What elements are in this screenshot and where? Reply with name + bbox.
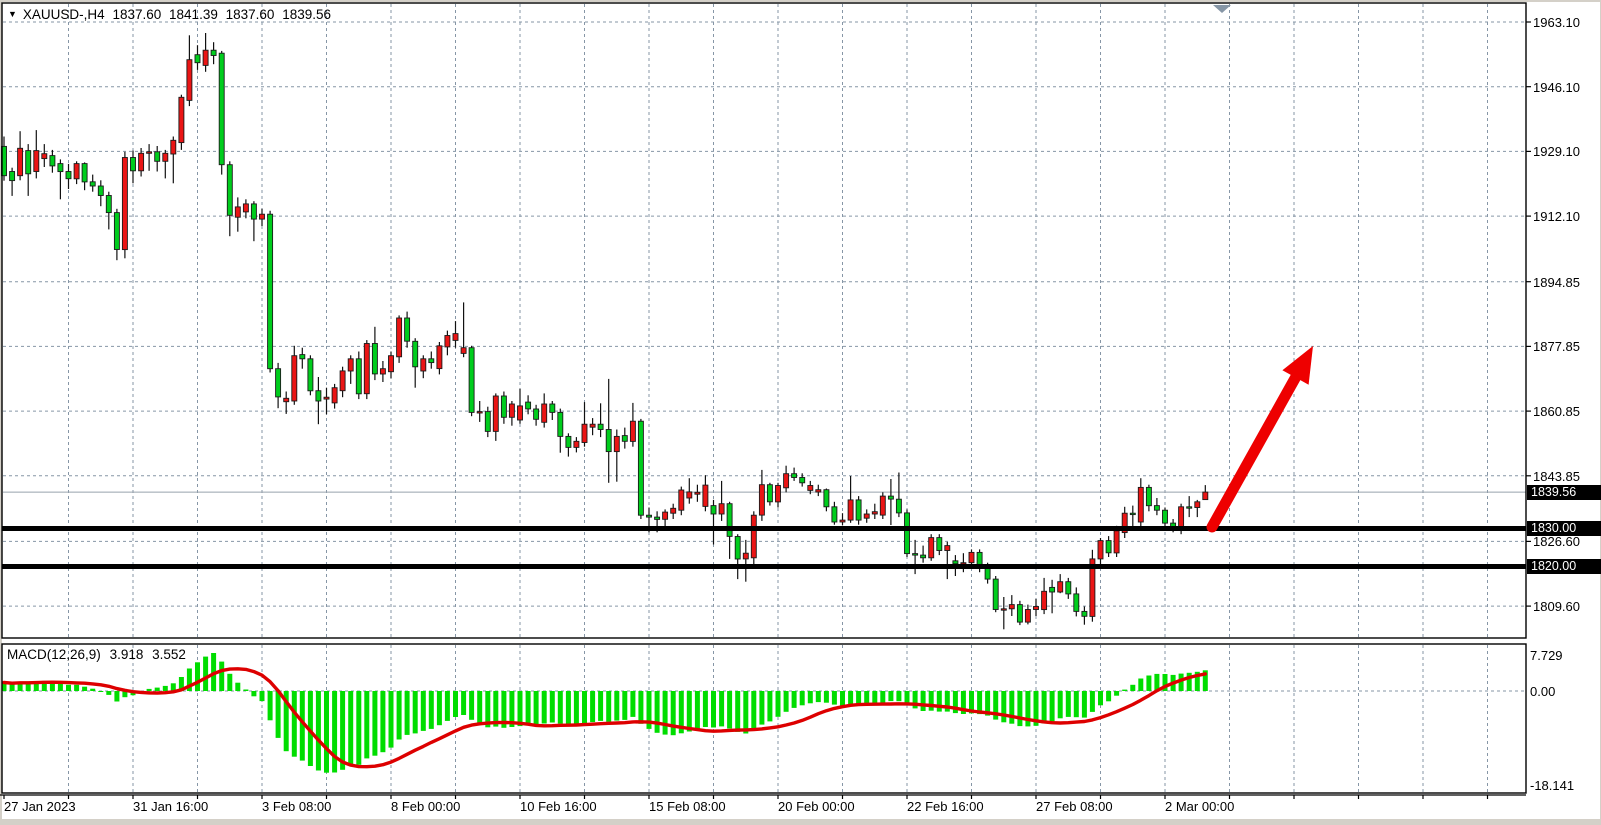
time-axis-label: 27 Feb 08:00 <box>1036 799 1113 814</box>
price-tag-current-price: 1839.56 <box>1527 485 1601 500</box>
ohlc-high: 1841.39 <box>169 7 218 22</box>
price-axis-label: 1894.85 <box>1533 275 1580 290</box>
time-axis-label: 8 Feb 00:00 <box>391 799 461 814</box>
candlestick-series <box>1 33 1209 630</box>
macd-signal-line <box>2 667 1208 769</box>
ohlc-open: 1837.60 <box>112 7 162 22</box>
macd-axis-label: 0.00 <box>1530 684 1556 699</box>
symbol-header: ▼ XAUUSD-,H4 1837.60 1841.39 1837.60 1839… <box>8 7 335 22</box>
time-axis-label: 15 Feb 08:00 <box>649 799 726 814</box>
macd-axis-label: -18.141 <box>1530 778 1575 793</box>
main-chart-border <box>1 2 1527 639</box>
time-axis-label: 22 Feb 16:00 <box>907 799 984 814</box>
price-axis-label: 1809.60 <box>1533 599 1580 614</box>
axis-ticks <box>3 21 1531 799</box>
symbol-timeframe: XAUUSD-,H4 <box>22 7 105 22</box>
price-axis-label: 1826.60 <box>1533 534 1580 549</box>
macd-panel-border <box>1 643 1527 794</box>
time-axis-label: 10 Feb 16:00 <box>520 799 597 814</box>
macd-axis-label: 7.729 <box>1530 648 1563 663</box>
macd-histogram <box>1 653 1208 773</box>
symbol-dropdown-icon[interactable]: ▼ <box>8 9 17 19</box>
macd-value: 3.918 <box>109 647 144 662</box>
time-axis-label: 2 Mar 00:00 <box>1165 799 1235 814</box>
chart-shift-marker-icon[interactable] <box>1213 5 1231 13</box>
price-axis-label: 1843.85 <box>1533 469 1580 484</box>
macd-label: MACD(12,26,9) 3.918 3.552 <box>7 647 191 662</box>
price-tag-support-line: 1830.00 <box>1527 521 1601 536</box>
price-tag-support-line: 1820.00 <box>1527 559 1601 574</box>
time-axis-label: 27 Jan 2023 <box>4 799 76 814</box>
price-axis-label: 1929.10 <box>1533 144 1580 159</box>
price-axis-label: 1912.10 <box>1533 209 1580 224</box>
ohlc-low: 1837.60 <box>225 7 275 22</box>
macd-name: MACD(12,26,9) <box>7 647 101 662</box>
time-axis-label: 3 Feb 08:00 <box>262 799 332 814</box>
trend-arrow[interactable] <box>1206 346 1313 533</box>
price-axis-label: 1877.85 <box>1533 339 1580 354</box>
price-axis-label: 1963.10 <box>1533 15 1580 30</box>
price-axis-label: 1946.10 <box>1533 80 1580 95</box>
ohlc-close: 1839.56 <box>282 7 331 22</box>
price-axis-label: 1860.85 <box>1533 404 1580 419</box>
time-axis-label: 20 Feb 00:00 <box>778 799 855 814</box>
time-axis-label: 31 Jan 16:00 <box>133 799 209 814</box>
macd-signal-value: 3.552 <box>152 647 186 662</box>
